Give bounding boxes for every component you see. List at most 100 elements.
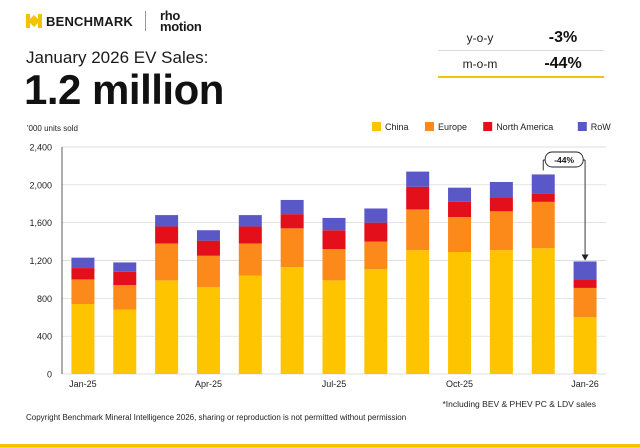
y-tick-label: 0 bbox=[47, 370, 52, 380]
bar-north-america-feb-25 bbox=[113, 271, 137, 286]
benchmark-logo-icon bbox=[26, 14, 42, 28]
y-tick-label: 2,400 bbox=[29, 143, 52, 153]
legend-swatch-north-america bbox=[483, 122, 493, 131]
y-tick-label: 800 bbox=[37, 294, 52, 304]
y-tick-label: 2,000 bbox=[29, 180, 52, 190]
bar-north-america-jun-25 bbox=[280, 214, 304, 229]
logo-divider bbox=[145, 11, 147, 31]
x-tick-label: Jan-26 bbox=[571, 379, 599, 389]
bar-row-dec-25 bbox=[531, 174, 555, 194]
partner-logo: rho motion bbox=[160, 8, 202, 34]
partner-line-2: motion bbox=[160, 19, 202, 34]
bar-row-feb-25 bbox=[113, 262, 137, 272]
bar-china-jul-25 bbox=[322, 280, 346, 374]
legend-swatch-china bbox=[372, 122, 381, 131]
bars bbox=[71, 171, 597, 374]
header-logos: BENCHMARK rho motion bbox=[26, 8, 202, 34]
bar-europe-feb-25 bbox=[113, 285, 137, 310]
page-subtitle: January 2026 EV Sales: bbox=[26, 48, 209, 67]
x-axis: Jan-25 Apr-25 Jul-25 Oct-25 Jan-26 bbox=[69, 379, 599, 389]
bar-europe-jun-25 bbox=[280, 228, 304, 268]
kpi-mom-label: m-o-m bbox=[462, 57, 498, 71]
bar-europe-oct-25 bbox=[448, 216, 472, 252]
bar-north-america-oct-25 bbox=[448, 201, 472, 217]
bar-europe-sep-25 bbox=[406, 209, 430, 251]
y-tick-label: 1,600 bbox=[29, 218, 52, 228]
bar-europe-dec-25 bbox=[531, 201, 555, 249]
bar-europe-jan-26 bbox=[573, 287, 597, 318]
partner-line-1: rho bbox=[160, 8, 181, 23]
bar-china-sep-25 bbox=[406, 250, 430, 374]
bar-row-jan-25 bbox=[71, 257, 95, 269]
x-tick-label: Apr-25 bbox=[195, 379, 222, 389]
bar-china-nov-25 bbox=[489, 250, 513, 374]
x-tick-label: Oct-25 bbox=[446, 379, 473, 389]
legend-swatch-row bbox=[577, 122, 587, 131]
bar-north-america-may-25 bbox=[238, 226, 262, 244]
bar-row-sep-25 bbox=[406, 171, 430, 187]
kpi-yoy: y-o-y -3% bbox=[438, 26, 604, 51]
kpi-mom-value: -44% bbox=[544, 55, 582, 72]
bar-north-america-nov-25 bbox=[489, 197, 513, 212]
bar-china-jun-25 bbox=[280, 267, 304, 374]
brand-name: BENCHMARK bbox=[46, 13, 134, 29]
kpi-yoy-label: y-o-y bbox=[466, 31, 494, 45]
page-title: 1.2 million bbox=[24, 66, 224, 113]
bar-row-jan-26 bbox=[573, 261, 597, 280]
kpi-yoy-value: -3% bbox=[548, 29, 578, 46]
bar-europe-mar-25 bbox=[155, 243, 179, 281]
bar-north-america-sep-25 bbox=[406, 186, 430, 210]
legend-label: RoW bbox=[591, 122, 612, 132]
bar-europe-aug-25 bbox=[364, 241, 388, 270]
annotation-badge bbox=[544, 151, 584, 168]
legend-label: China bbox=[385, 122, 409, 132]
bar-row-apr-25 bbox=[196, 230, 220, 241]
mom-annotation: -44% bbox=[542, 151, 589, 261]
bar-europe-jan-25 bbox=[71, 279, 95, 305]
legend-swatch-europe bbox=[425, 122, 434, 131]
bar-china-may-25 bbox=[238, 275, 262, 374]
y-axis: 0 400 800 1,200 1,600 2,000 2,400 bbox=[29, 143, 63, 380]
annotation-arrowhead bbox=[581, 254, 589, 261]
bar-china-dec-25 bbox=[531, 248, 555, 374]
bar-china-oct-25 bbox=[448, 251, 472, 374]
bar-europe-apr-25 bbox=[196, 255, 220, 287]
ev-sales-chart: '000 units sold 0 400 800 1,200 1,600 2,000 2,… bbox=[27, 122, 611, 389]
bar-europe-nov-25 bbox=[489, 211, 513, 251]
legend: China Europe North America RoW bbox=[372, 122, 611, 132]
bar-row-mar-25 bbox=[155, 215, 179, 227]
bottom-accent-bar bbox=[0, 444, 640, 447]
bar-europe-may-25 bbox=[238, 243, 262, 276]
bar-north-america-aug-25 bbox=[364, 222, 388, 242]
bar-china-jan-25 bbox=[71, 304, 95, 374]
footnote: *Including BEV & PHEV PC & LDV sales bbox=[442, 399, 596, 409]
legend-label: Europe bbox=[438, 122, 467, 132]
bar-north-america-mar-25 bbox=[155, 226, 179, 244]
bar-china-mar-25 bbox=[155, 280, 179, 374]
bar-north-america-apr-25 bbox=[196, 240, 220, 256]
bar-north-america-jan-26 bbox=[573, 279, 597, 288]
y-tick-label: 400 bbox=[37, 332, 52, 342]
bar-north-america-jan-25 bbox=[71, 268, 95, 280]
bar-row-jun-25 bbox=[280, 199, 304, 215]
copyright: Copyright Benchmark Mineral Intelligence… bbox=[26, 413, 407, 422]
bar-row-may-25 bbox=[238, 215, 262, 227]
x-tick-label: Jan-25 bbox=[69, 379, 97, 389]
bar-china-aug-25 bbox=[364, 269, 388, 374]
bar-north-america-dec-25 bbox=[531, 193, 555, 202]
y-axis-label: '000 units sold bbox=[27, 124, 78, 133]
bar-row-jul-25 bbox=[322, 217, 346, 231]
kpi-mom: m-o-m -44% bbox=[438, 52, 604, 78]
bar-china-apr-25 bbox=[196, 286, 220, 374]
annotation-label: -44% bbox=[554, 155, 574, 165]
bar-row-aug-25 bbox=[364, 208, 388, 223]
bar-china-feb-25 bbox=[113, 309, 137, 374]
bar-row-nov-25 bbox=[489, 181, 513, 198]
bar-row-oct-25 bbox=[448, 187, 472, 202]
bar-europe-jul-25 bbox=[322, 249, 346, 281]
bar-north-america-jul-25 bbox=[322, 230, 346, 250]
bar-china-jan-26 bbox=[573, 317, 597, 374]
legend-label: North America bbox=[496, 122, 553, 132]
y-tick-label: 1,200 bbox=[29, 256, 52, 266]
x-tick-label: Jul-25 bbox=[322, 379, 347, 389]
